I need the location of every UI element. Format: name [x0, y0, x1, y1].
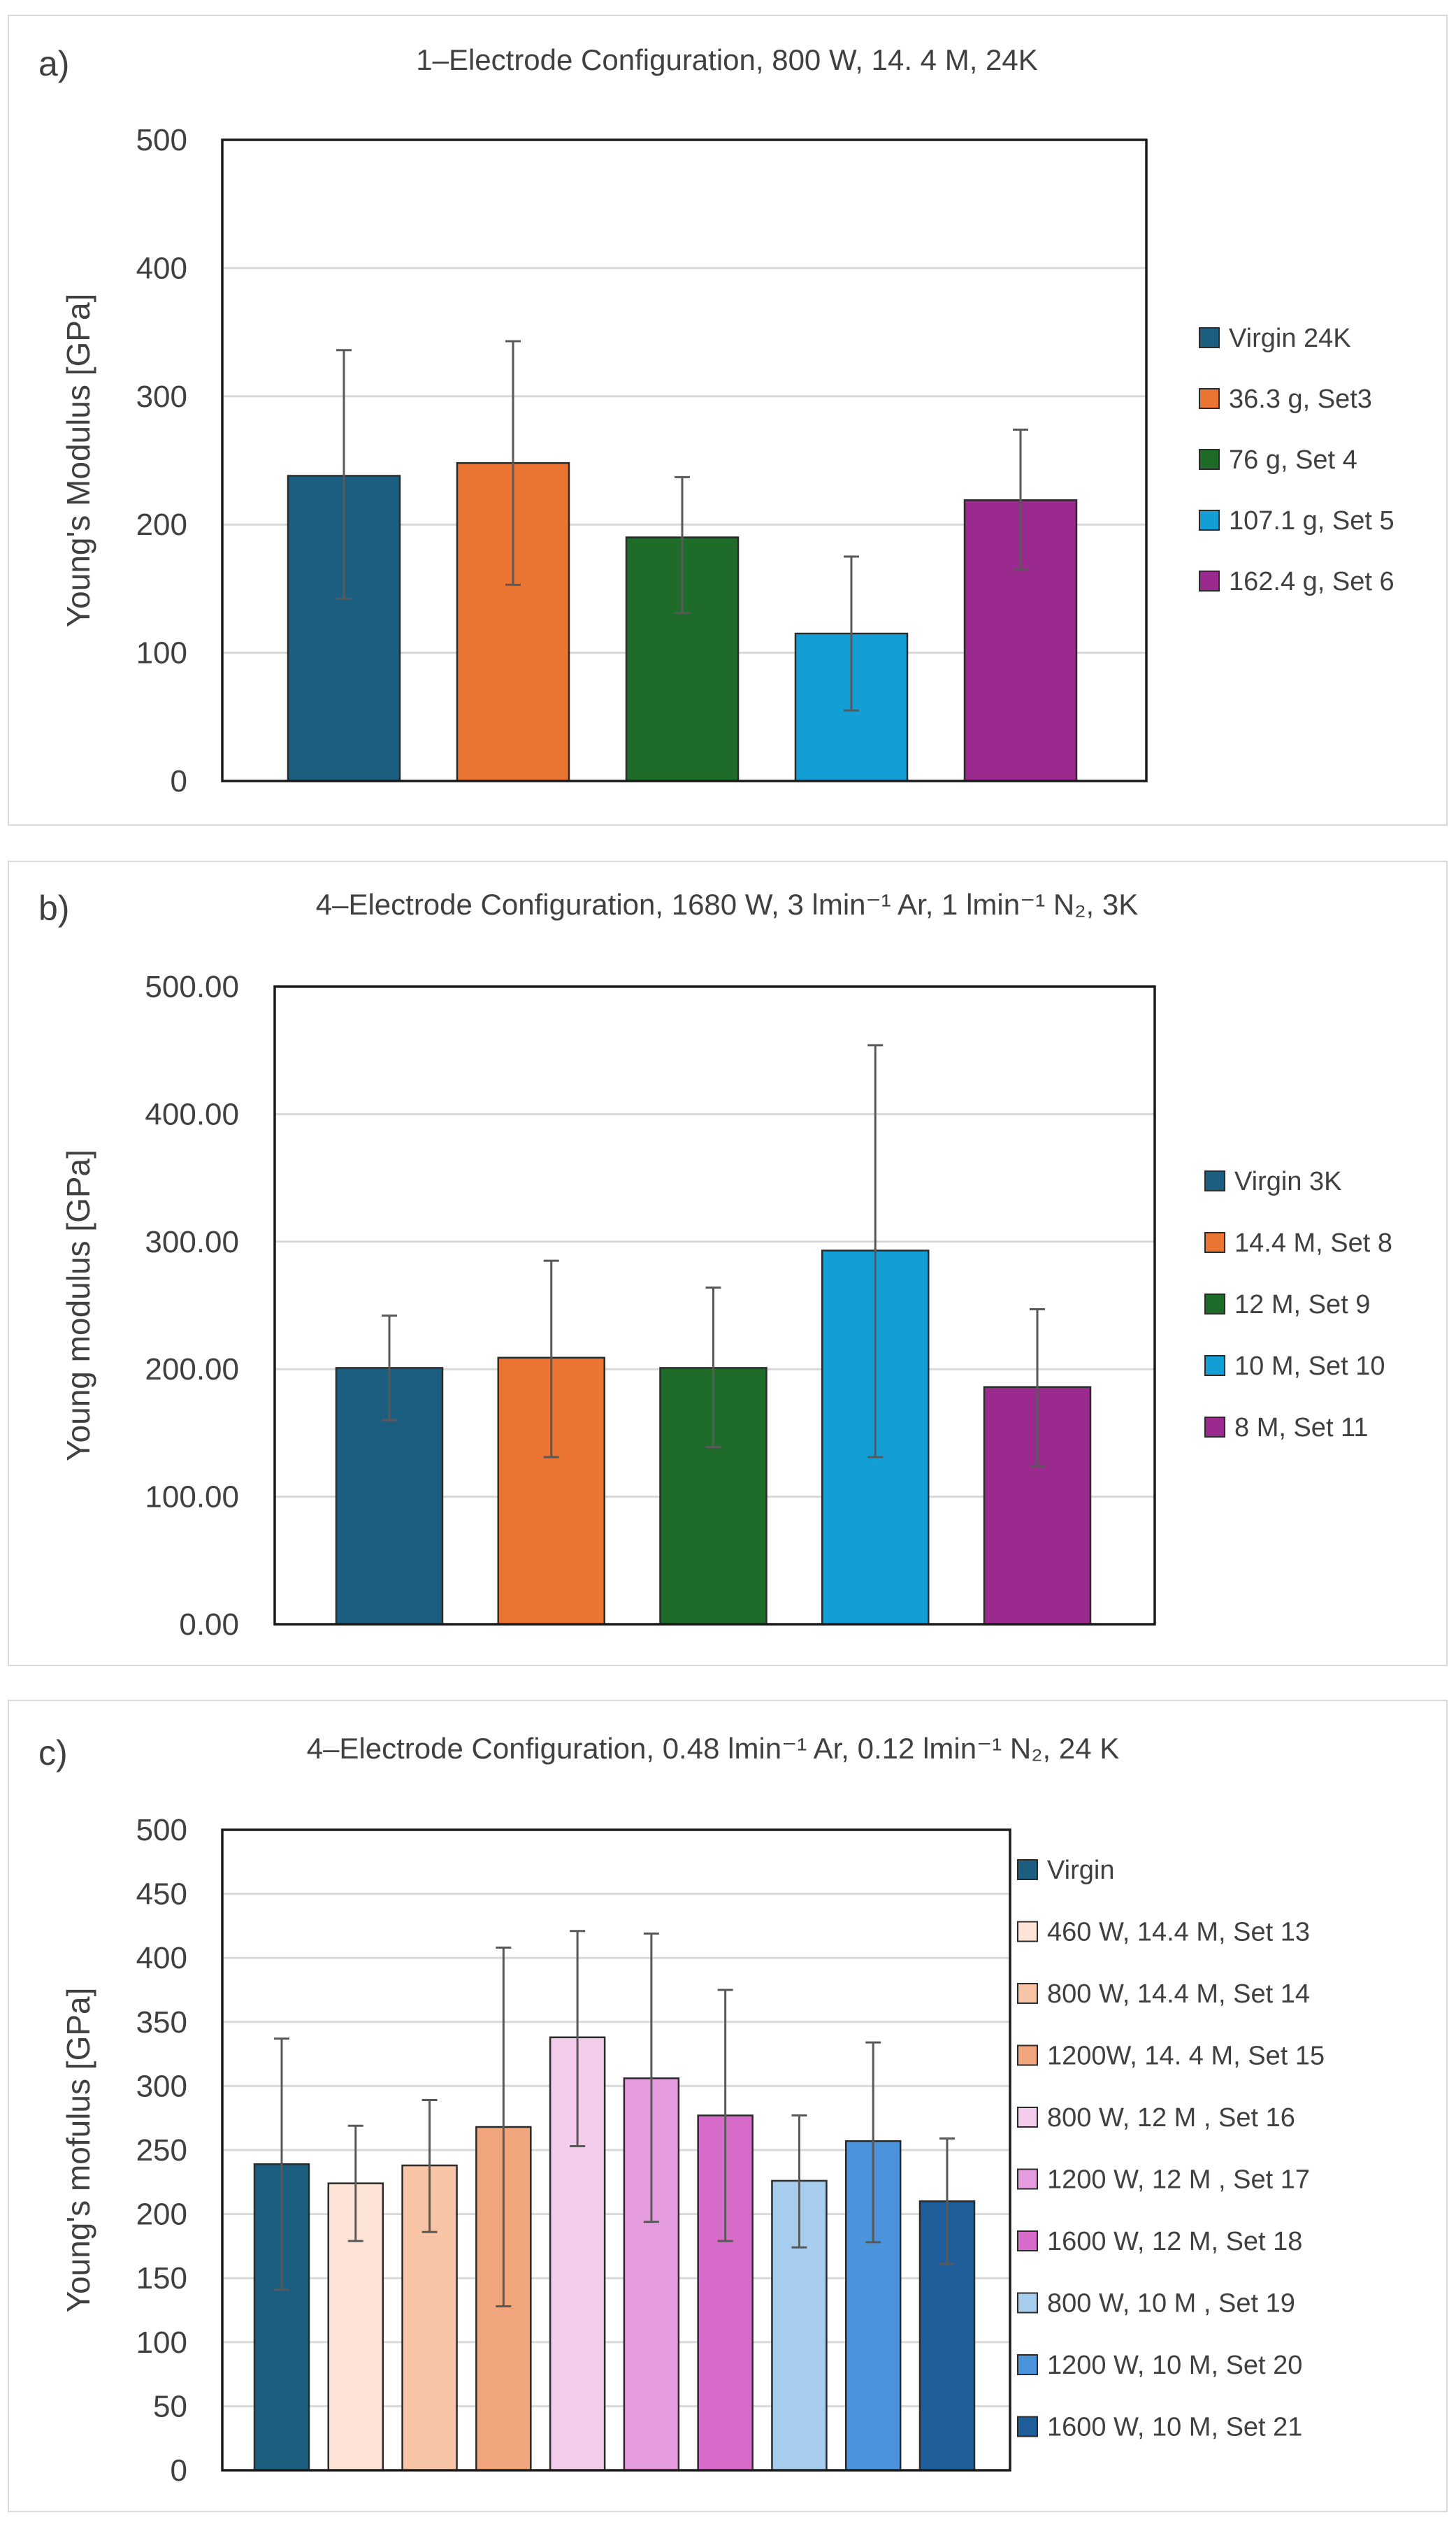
legend-swatch	[1199, 388, 1220, 409]
legend-label: 76 g, Set 4	[1229, 445, 1357, 475]
legend-label: 107.1 g, Set 5	[1229, 506, 1394, 536]
legend-label: 1200 W, 12 M , Set 17	[1047, 2165, 1310, 2195]
legend-label: 1600 W, 10 M, Set 21	[1047, 2413, 1302, 2442]
legend-label: 1200 W, 10 M, Set 20	[1047, 2351, 1302, 2380]
y-tick-label: 350	[136, 2005, 187, 2040]
legend-label: 14.4 M, Set 8	[1234, 1228, 1392, 1258]
legend-label: Virgin 24K	[1229, 324, 1351, 353]
legend-swatch	[1204, 1170, 1225, 1191]
legend-swatch	[1017, 2230, 1038, 2251]
legend-swatch	[1199, 510, 1220, 531]
legend-swatch	[1017, 1921, 1038, 1942]
legend-swatch	[1204, 1417, 1225, 1438]
legend-label: 12 M, Set 9	[1234, 1290, 1370, 1319]
legend-label: 1200W, 14. 4 M, Set 15	[1047, 2042, 1325, 2071]
chart-title: 1–Electrode Configuration, 800 W, 14. 4 …	[416, 43, 1038, 76]
legend-swatch	[1199, 449, 1220, 470]
y-axis-label: Young's mofulus [GPa]	[60, 1988, 96, 2313]
legend-label: 10 M, Set 10	[1234, 1352, 1385, 1381]
chart-panel: c) 4–Electrode Configuration, 0.48 lmin⁻¹…	[8, 1700, 1448, 2512]
legend-swatch	[1199, 571, 1220, 592]
y-tick-label: 200.00	[145, 1352, 239, 1387]
legend-swatch	[1017, 2354, 1038, 2375]
legend-swatch	[1204, 1355, 1225, 1376]
legend-swatch	[1017, 1983, 1038, 2004]
legend-swatch	[1199, 327, 1220, 348]
legend-label: 1600 W, 12 M, Set 18	[1047, 2227, 1302, 2256]
y-tick-label: 0	[171, 764, 187, 798]
plot-area	[221, 1828, 1011, 2472]
y-tick-label: 400	[136, 1941, 187, 1975]
y-tick-label: 250	[136, 2133, 187, 2168]
legend-swatch	[1017, 2292, 1038, 2314]
y-tick-label: 450	[136, 1877, 187, 1912]
y-tick-label: 400	[136, 251, 187, 285]
y-axis-label: Young modulus [GPa]	[60, 1149, 96, 1461]
legend-swatch	[1017, 1859, 1038, 1880]
legend-swatch	[1017, 2044, 1038, 2066]
legend-label: 8 M, Set 11	[1234, 1413, 1369, 1442]
y-tick-label: 300	[136, 2069, 187, 2103]
legend-label: 36.3 g, Set3	[1229, 385, 1372, 414]
y-tick-label: 0	[171, 2453, 187, 2488]
plot-area	[273, 985, 1156, 1626]
y-tick-label: 100	[136, 2326, 187, 2360]
y-tick-label: 200	[136, 508, 187, 542]
chart-title: 4–Electrode Configuration, 0.48 lmin⁻¹ A…	[307, 1732, 1120, 1765]
chart-panel: a) 1–Electrode Configuration, 800 W, 14. …	[8, 15, 1448, 826]
panel-label: b)	[38, 889, 69, 928]
y-tick-label: 0.00	[179, 1607, 239, 1642]
y-axis-label: Young's Modulus [GPa]	[60, 294, 96, 628]
y-tick-label: 100	[136, 636, 187, 671]
legend-label: 800 W, 14.4 M, Set 14	[1047, 1979, 1310, 2009]
legend-swatch	[1017, 2107, 1038, 2128]
legend-label: 162.4 g, Set 6	[1229, 567, 1394, 596]
chart-panel: b) 4–Electrode Configuration, 1680 W, 3 l…	[8, 861, 1448, 1666]
legend-label: 800 W, 12 M , Set 16	[1047, 2103, 1295, 2133]
legend-swatch	[1204, 1232, 1225, 1253]
legend-swatch	[1204, 1294, 1225, 1314]
y-tick-label: 150	[136, 2261, 187, 2295]
y-tick-label: 300	[136, 380, 187, 414]
y-tick-label: 400.00	[145, 1097, 239, 1131]
y-tick-label: 100.00	[145, 1480, 239, 1514]
legend-swatch	[1017, 2416, 1038, 2437]
panel-label: a)	[38, 44, 69, 83]
y-tick-label: 50	[153, 2389, 187, 2423]
y-tick-label: 500	[136, 123, 187, 157]
legend-label: 460 W, 14.4 M, Set 13	[1047, 1918, 1310, 1947]
panel-label: c)	[38, 1733, 68, 1772]
legend-label: Virgin	[1047, 1856, 1114, 1885]
y-tick-label: 300.00	[145, 1225, 239, 1259]
y-tick-label: 500.00	[145, 970, 239, 1004]
y-tick-label: 500	[136, 1813, 187, 1847]
legend-label: 800 W, 10 M , Set 19	[1047, 2289, 1295, 2319]
legend-swatch	[1017, 2168, 1038, 2190]
y-tick-label: 200	[136, 2198, 187, 2232]
plot-area	[221, 138, 1148, 782]
legend-label: Virgin 3K	[1234, 1167, 1342, 1196]
chart-title: 4–Electrode Configuration, 1680 W, 3 lmi…	[316, 888, 1139, 921]
